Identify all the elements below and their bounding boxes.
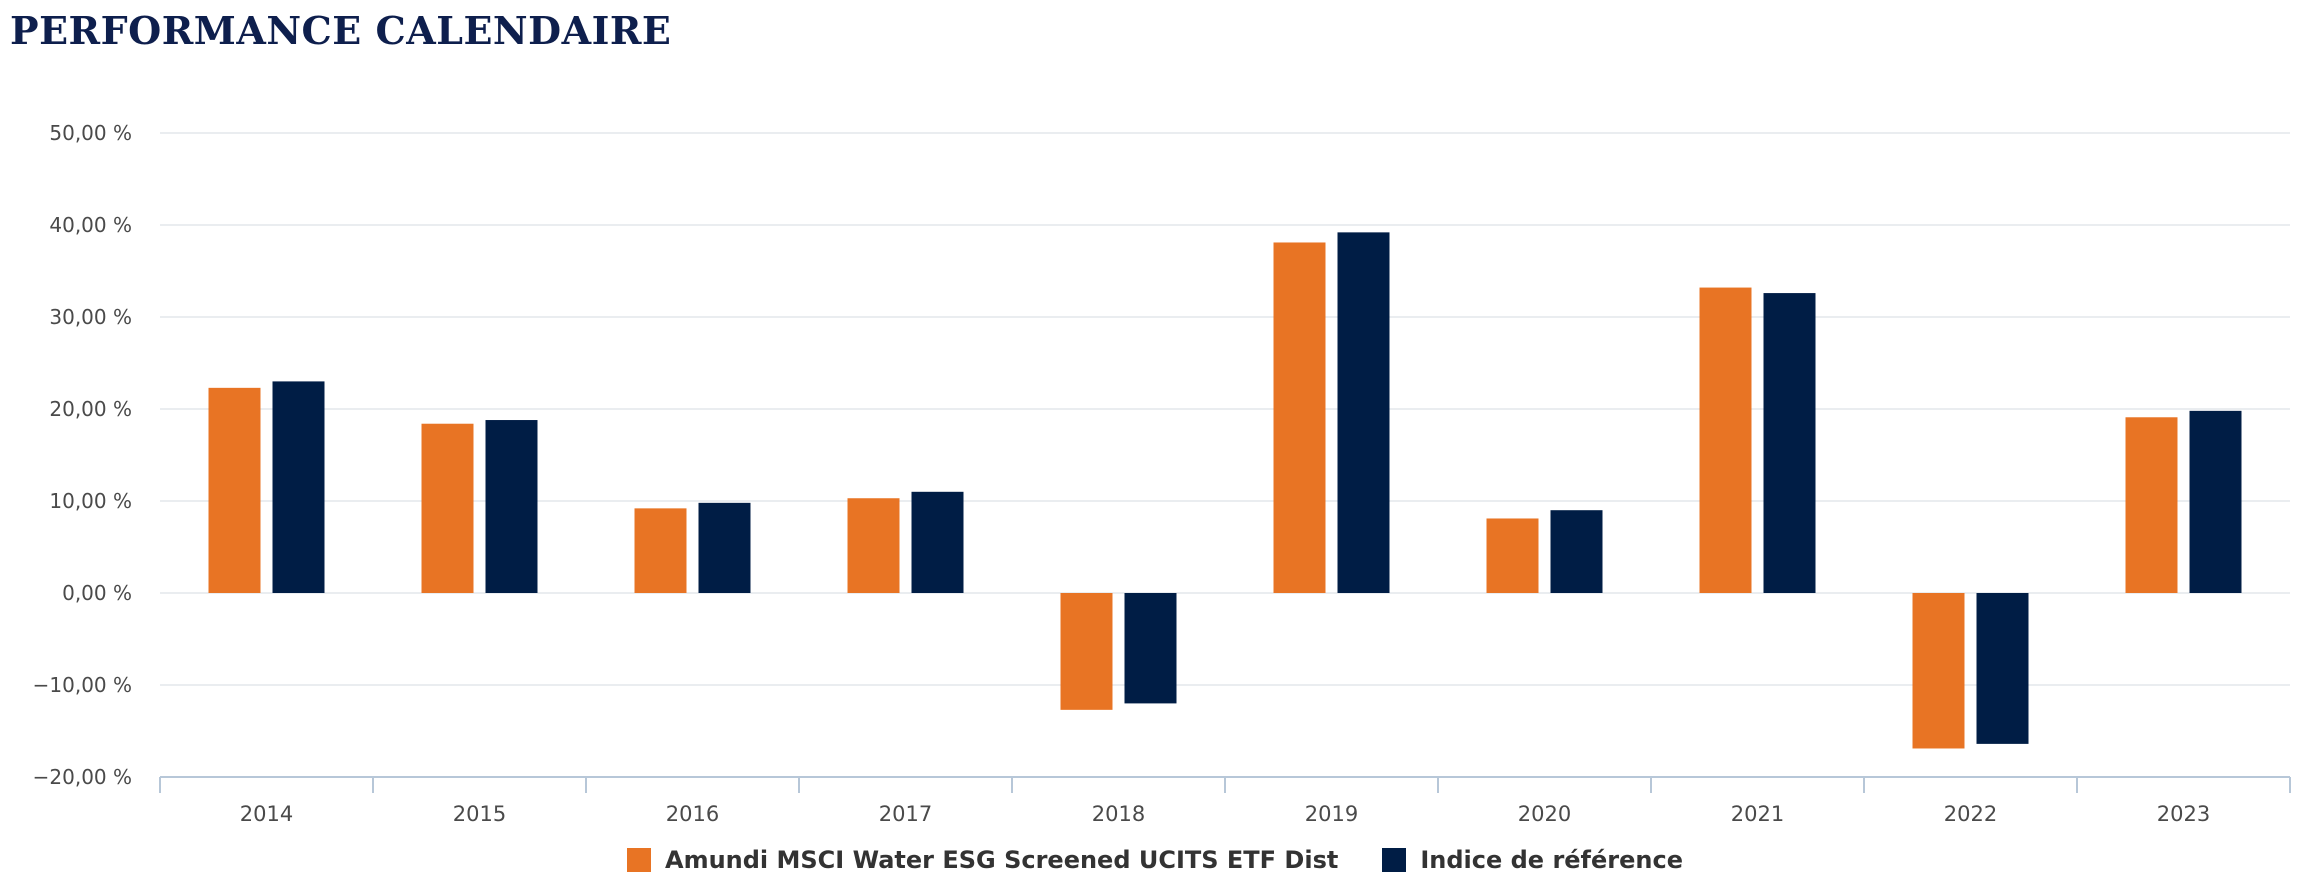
bar-index[interactable] xyxy=(698,502,751,593)
bar-index[interactable] xyxy=(2189,410,2242,593)
bar-fund[interactable] xyxy=(634,508,687,593)
x-tick-label: 2023 xyxy=(2157,802,2210,826)
gridlines xyxy=(160,132,2290,686)
bar-fund[interactable] xyxy=(208,387,261,593)
y-tick-label: 0,00 % xyxy=(62,581,132,605)
x-tick-label: 2018 xyxy=(1092,802,1145,826)
bar-fund[interactable] xyxy=(421,423,474,593)
bar-index[interactable] xyxy=(272,381,325,593)
y-tick-label: 20,00 % xyxy=(49,397,132,421)
y-tick-label: 10,00 % xyxy=(49,489,132,513)
y-tick-label: 40,00 % xyxy=(49,213,132,237)
bars xyxy=(208,232,2242,749)
calendar-performance-chart: 50,00 % 40,00 % 30,00 % 20,00 % 10,00 % 0,00 … xyxy=(33,121,2291,826)
x-axis-ticks: 2014 2015 2016 2017 2018 2019 2020 2021 2022 2023 xyxy=(240,802,2210,826)
y-tick-label: 30,00 % xyxy=(49,305,132,329)
legend-swatch-fund xyxy=(627,848,651,872)
bar-fund[interactable] xyxy=(1060,593,1113,710)
bar-fund[interactable] xyxy=(1486,518,1539,593)
y-tick-label: −10,00 % xyxy=(33,673,132,697)
x-tick-label: 2014 xyxy=(240,802,293,826)
bar-index[interactable] xyxy=(1763,293,1816,593)
bar-fund[interactable] xyxy=(1273,242,1326,594)
x-tick-label: 2022 xyxy=(1944,802,1997,826)
legend-label-index: Indice de référence xyxy=(1420,846,1683,874)
x-tick-label: 2017 xyxy=(879,802,932,826)
bar-index[interactable] xyxy=(1976,593,2029,744)
x-tick-label: 2020 xyxy=(1518,802,1571,826)
bar-fund[interactable] xyxy=(1912,593,1965,749)
y-axis-ticks: 50,00 % 40,00 % 30,00 % 20,00 % 10,00 % 0,00 … xyxy=(33,121,132,789)
bar-index[interactable] xyxy=(1124,593,1177,704)
legend-swatch-index xyxy=(1382,848,1407,872)
y-tick-label: −20,00 % xyxy=(33,765,132,789)
bar-fund[interactable] xyxy=(847,498,900,593)
bar-fund[interactable] xyxy=(2125,417,2178,593)
legend-item-index[interactable]: Indice de référence xyxy=(1382,846,1683,874)
x-tick-label: 2021 xyxy=(1731,802,1784,826)
x-axis xyxy=(159,776,2291,793)
x-tick-label: 2019 xyxy=(1305,802,1358,826)
bar-index[interactable] xyxy=(485,420,538,593)
y-tick-label: 50,00 % xyxy=(49,121,132,145)
bar-fund[interactable] xyxy=(1699,287,1752,593)
bar-index[interactable] xyxy=(911,491,964,593)
page-title: PERFORMANCE CALENDAIRE xyxy=(10,8,672,53)
bar-index[interactable] xyxy=(1550,510,1603,593)
legend-item-fund[interactable]: Amundi MSCI Water ESG Screened UCITS ETF… xyxy=(627,846,1338,874)
x-tick-label: 2016 xyxy=(666,802,719,826)
x-tick-label: 2015 xyxy=(453,802,506,826)
bar-index[interactable] xyxy=(1337,232,1390,594)
chart-legend: Amundi MSCI Water ESG Screened UCITS ETF… xyxy=(0,846,2310,874)
legend-label-fund: Amundi MSCI Water ESG Screened UCITS ETF… xyxy=(665,846,1339,874)
